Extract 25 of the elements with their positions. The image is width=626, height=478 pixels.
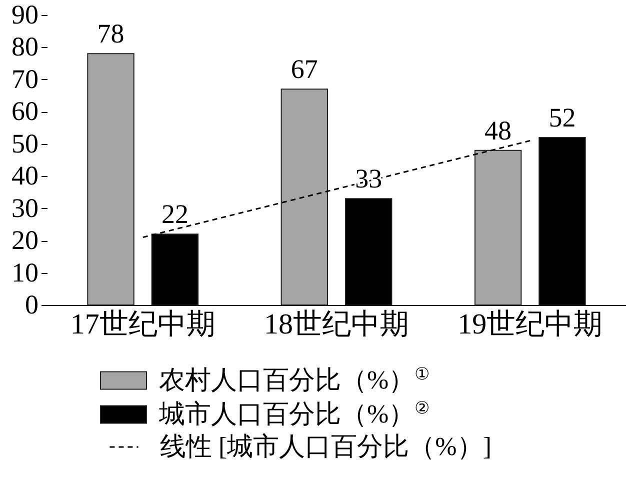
legend-label: 农村人口百分比（%）$^{①}$ — [159, 364, 430, 394]
data-label: 22 — [161, 199, 188, 230]
y-tick-label: 0 — [25, 290, 38, 320]
y-tick-label: 30 — [12, 192, 38, 223]
bar — [280, 88, 328, 306]
bar — [87, 53, 134, 306]
x-tick-label: 17世纪中期 — [70, 308, 216, 340]
data-label: 48 — [484, 115, 512, 146]
y-tick-label: 60 — [12, 96, 38, 126]
y-tick-label: 10 — [12, 257, 38, 288]
x-tick-label: 18世纪中期 — [264, 308, 409, 340]
legend-label: 城市人口百分比（%）$^{②}$ — [158, 398, 430, 428]
y-tick-label: 50 — [12, 128, 38, 158]
x-tick-label: 19世纪中期 — [458, 308, 603, 340]
y-tick-label: 90 — [12, 0, 38, 30]
y-tick-label: 40 — [12, 160, 38, 191]
data-label: 33 — [355, 164, 382, 194]
legend-label: 线性 [城市人口百分比（%）] — [160, 432, 492, 461]
bar — [474, 150, 522, 306]
data-label: 78 — [97, 18, 124, 49]
y-tick-label: 80 — [12, 32, 38, 62]
data-label: 52 — [548, 102, 576, 132]
y-tick-label: 70 — [12, 64, 38, 94]
y-tick-label: 20 — [12, 225, 38, 256]
data-label: 67 — [290, 54, 318, 84]
